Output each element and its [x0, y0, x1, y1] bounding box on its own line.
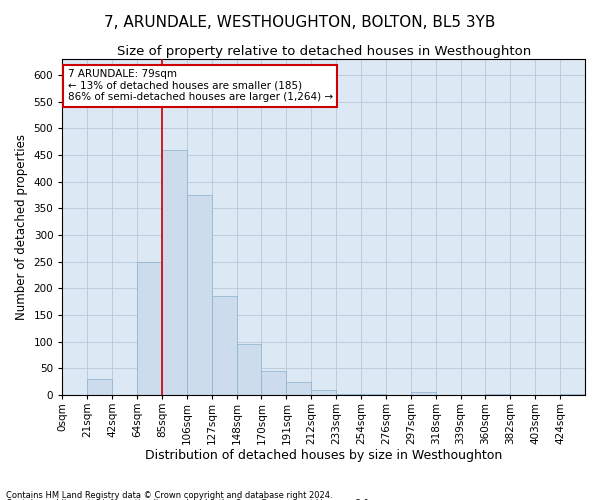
Bar: [311, 390, 336, 395]
Bar: [162, 150, 187, 395]
Bar: [187, 195, 212, 395]
Bar: [137, 262, 162, 395]
Text: Contains public sector information licensed under the Open Government Licence v3: Contains public sector information licen…: [6, 499, 371, 500]
Bar: [411, 392, 436, 395]
Y-axis label: Number of detached properties: Number of detached properties: [15, 134, 28, 320]
Bar: [286, 382, 311, 395]
Bar: [361, 394, 386, 395]
Bar: [336, 394, 361, 395]
Text: 7 ARUNDALE: 79sqm
← 13% of detached houses are smaller (185)
86% of semi-detache: 7 ARUNDALE: 79sqm ← 13% of detached hous…: [68, 69, 332, 102]
Title: Size of property relative to detached houses in Westhoughton: Size of property relative to detached ho…: [116, 45, 531, 58]
Text: 7, ARUNDALE, WESTHOUGHTON, BOLTON, BL5 3YB: 7, ARUNDALE, WESTHOUGHTON, BOLTON, BL5 3…: [104, 15, 496, 30]
Bar: [485, 394, 511, 395]
Bar: [560, 394, 585, 395]
X-axis label: Distribution of detached houses by size in Westhoughton: Distribution of detached houses by size …: [145, 450, 502, 462]
Bar: [262, 371, 286, 395]
Bar: [87, 379, 112, 395]
Bar: [236, 344, 262, 395]
Bar: [212, 296, 236, 395]
Text: Contains HM Land Registry data © Crown copyright and database right 2024.: Contains HM Land Registry data © Crown c…: [6, 490, 332, 500]
